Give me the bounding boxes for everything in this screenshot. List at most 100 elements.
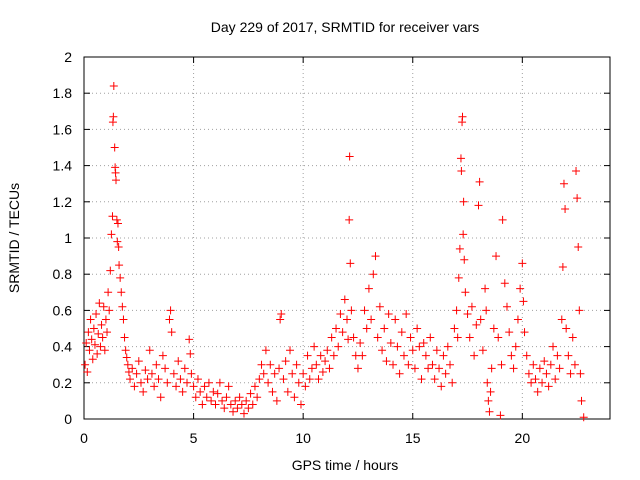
data-point bbox=[248, 400, 257, 409]
data-point bbox=[441, 369, 450, 378]
data-point bbox=[492, 252, 501, 261]
data-point bbox=[540, 357, 549, 366]
data-point bbox=[443, 342, 452, 351]
data-point bbox=[191, 393, 200, 402]
data-point bbox=[439, 351, 448, 360]
data-point bbox=[369, 270, 378, 279]
data-point bbox=[220, 404, 229, 413]
y-tick-label: 0.6 bbox=[53, 302, 73, 318]
data-point bbox=[406, 333, 415, 342]
data-point bbox=[97, 320, 106, 329]
data-point bbox=[542, 369, 551, 378]
data-point bbox=[402, 310, 411, 319]
data-point bbox=[107, 230, 116, 239]
data-point bbox=[519, 297, 528, 306]
data-point bbox=[301, 382, 310, 391]
data-point bbox=[340, 295, 349, 304]
data-point bbox=[428, 360, 437, 369]
data-point bbox=[211, 400, 220, 409]
data-point bbox=[505, 328, 514, 337]
data-point bbox=[143, 375, 152, 384]
data-point bbox=[104, 288, 113, 297]
data-point bbox=[139, 387, 148, 396]
data-point bbox=[100, 346, 109, 355]
data-point bbox=[533, 387, 542, 396]
data-point bbox=[312, 360, 321, 369]
data-point bbox=[89, 324, 98, 333]
data-point bbox=[458, 112, 467, 121]
data-point bbox=[558, 262, 567, 271]
data-point bbox=[520, 328, 529, 337]
data-point bbox=[481, 284, 490, 293]
data-point bbox=[189, 382, 198, 391]
data-point bbox=[437, 382, 446, 391]
data-point bbox=[126, 375, 135, 384]
data-point bbox=[476, 315, 485, 324]
data-point bbox=[116, 273, 125, 282]
data-point bbox=[513, 315, 522, 324]
data-point bbox=[334, 342, 343, 351]
data-point bbox=[288, 369, 297, 378]
data-point bbox=[344, 335, 353, 344]
data-point bbox=[527, 378, 536, 387]
data-point bbox=[307, 364, 316, 373]
data-point bbox=[111, 176, 120, 185]
data-point bbox=[286, 346, 295, 355]
data-point bbox=[360, 306, 369, 315]
data-point bbox=[239, 409, 248, 418]
data-point bbox=[564, 351, 573, 360]
data-point bbox=[128, 364, 137, 373]
data-point bbox=[172, 382, 181, 391]
data-point bbox=[457, 167, 466, 176]
data-point bbox=[98, 333, 107, 342]
data-point bbox=[186, 349, 195, 358]
data-point bbox=[292, 360, 301, 369]
data-point bbox=[496, 411, 505, 420]
data-point bbox=[338, 328, 347, 337]
data-point bbox=[193, 375, 202, 384]
data-point bbox=[180, 364, 189, 373]
data-point bbox=[502, 302, 511, 311]
data-point bbox=[375, 302, 384, 311]
axis-ticks: 00.20.40.60.811.21.41.61.820 5 10 15 20 bbox=[53, 49, 610, 446]
data-point bbox=[389, 360, 398, 369]
data-point bbox=[198, 400, 207, 409]
x-tick-label: 20 bbox=[515, 430, 531, 446]
data-point bbox=[209, 387, 218, 396]
data-point bbox=[261, 346, 270, 355]
data-point bbox=[113, 219, 122, 228]
data-point bbox=[318, 367, 327, 376]
data-point bbox=[509, 364, 518, 373]
data-point bbox=[229, 407, 238, 416]
data-point bbox=[165, 315, 174, 324]
data-point bbox=[290, 393, 299, 402]
x-tick-label: 0 bbox=[80, 430, 88, 446]
data-point bbox=[500, 279, 509, 288]
data-point bbox=[435, 364, 444, 373]
y-tick-label: 2 bbox=[64, 49, 72, 65]
data-point bbox=[270, 369, 279, 378]
x-axis-label: GPS time / hours bbox=[292, 457, 399, 473]
data-point bbox=[124, 367, 133, 376]
data-point bbox=[483, 378, 492, 387]
data-point bbox=[250, 382, 259, 391]
data-point bbox=[305, 375, 314, 384]
data-point bbox=[446, 360, 455, 369]
data-point bbox=[207, 396, 216, 405]
data-point bbox=[154, 375, 163, 384]
data-point bbox=[264, 378, 273, 387]
data-point bbox=[482, 306, 491, 315]
data-point bbox=[485, 407, 494, 416]
data-point bbox=[246, 389, 255, 398]
data-point bbox=[321, 357, 330, 366]
data-point bbox=[299, 369, 308, 378]
data-point bbox=[118, 302, 127, 311]
data-point bbox=[518, 259, 527, 268]
data-point bbox=[103, 328, 112, 337]
data-point bbox=[472, 320, 481, 329]
data-point bbox=[259, 369, 268, 378]
data-point bbox=[404, 360, 413, 369]
data-point bbox=[475, 177, 484, 186]
data-point bbox=[294, 378, 303, 387]
data-point bbox=[316, 351, 325, 360]
